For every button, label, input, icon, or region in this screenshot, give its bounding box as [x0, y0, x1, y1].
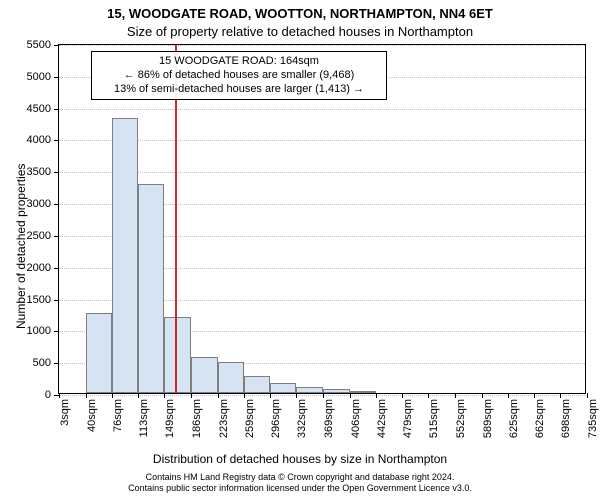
xtick-mark — [138, 393, 139, 398]
xtick-label: 625sqm — [508, 399, 520, 438]
ytick-label: 0 — [45, 389, 51, 401]
xtick-mark — [350, 393, 351, 398]
histogram-bar — [164, 317, 191, 393]
xtick-label: 332sqm — [296, 399, 308, 438]
xtick-label: 735sqm — [587, 399, 599, 438]
xtick-mark — [112, 393, 113, 398]
ytick-label: 5000 — [27, 71, 51, 83]
gridline-h — [59, 109, 585, 110]
chart-plot-area: 0500100015002000250030003500400045005000… — [58, 44, 586, 394]
xtick-mark — [59, 393, 60, 398]
xtick-mark — [164, 393, 165, 398]
xtick-mark — [244, 393, 245, 398]
xtick-label: 662sqm — [534, 399, 546, 438]
xtick-label: 698sqm — [560, 399, 572, 438]
xtick-label: 259sqm — [244, 399, 256, 438]
xtick-label: 186sqm — [191, 399, 203, 438]
ytick-mark — [54, 109, 59, 110]
ytick-label: 5500 — [27, 39, 51, 51]
xtick-mark — [376, 393, 377, 398]
xtick-label: 3sqm — [59, 399, 71, 426]
annotation-line: 15 WOODGATE ROAD: 164sqm — [98, 55, 380, 69]
ytick-mark — [54, 45, 59, 46]
xtick-mark — [482, 393, 483, 398]
histogram-bar — [218, 362, 244, 393]
xtick-label: 406sqm — [350, 399, 362, 438]
xtick-mark — [270, 393, 271, 398]
histogram-bar — [191, 357, 218, 393]
footer-attribution: Contains HM Land Registry data © Crown c… — [0, 472, 600, 494]
xtick-mark — [402, 393, 403, 398]
histogram-bar — [244, 376, 271, 393]
histogram-bar — [112, 118, 139, 393]
xtick-label: 149sqm — [164, 399, 176, 438]
xtick-mark — [534, 393, 535, 398]
histogram-bar — [296, 387, 323, 393]
xtick-label: 296sqm — [270, 399, 282, 438]
ytick-label: 2500 — [27, 230, 51, 242]
xtick-mark — [218, 393, 219, 398]
ytick-label: 1500 — [27, 294, 51, 306]
histogram-bar — [270, 383, 296, 393]
xtick-mark — [323, 393, 324, 398]
ytick-mark — [54, 331, 59, 332]
ytick-label: 1000 — [27, 325, 51, 337]
ytick-label: 4000 — [27, 134, 51, 146]
xtick-mark — [560, 393, 561, 398]
gridline-h — [59, 45, 585, 46]
ytick-mark — [54, 140, 59, 141]
annotation-line: ← 86% of detached houses are smaller (9,… — [98, 69, 380, 83]
xtick-label: 552sqm — [455, 399, 467, 438]
annotation-box: 15 WOODGATE ROAD: 164sqm← 86% of detache… — [91, 51, 387, 100]
histogram-bar — [350, 391, 376, 393]
footer-line2: Contains public sector information licen… — [0, 483, 600, 494]
ytick-label: 2000 — [27, 262, 51, 274]
ytick-label: 4500 — [27, 103, 51, 115]
ytick-mark — [54, 300, 59, 301]
xtick-mark — [191, 393, 192, 398]
page-title-line2: Size of property relative to detached ho… — [0, 24, 600, 39]
x-axis-label: Distribution of detached houses by size … — [0, 452, 600, 466]
xtick-mark — [508, 393, 509, 398]
xtick-mark — [455, 393, 456, 398]
ytick-mark — [54, 236, 59, 237]
xtick-label: 113sqm — [138, 399, 150, 437]
xtick-label: 40sqm — [86, 399, 98, 432]
ytick-mark — [54, 204, 59, 205]
ytick-label: 500 — [33, 357, 51, 369]
ytick-label: 3000 — [27, 198, 51, 210]
xtick-label: 442sqm — [376, 399, 388, 438]
ytick-mark — [54, 268, 59, 269]
xtick-label: 479sqm — [402, 399, 414, 438]
ytick-mark — [54, 363, 59, 364]
xtick-label: 76sqm — [112, 399, 124, 432]
ytick-mark — [54, 77, 59, 78]
xtick-label: 589sqm — [482, 399, 494, 438]
xtick-mark — [86, 393, 87, 398]
xtick-label: 515sqm — [428, 399, 440, 438]
xtick-mark — [587, 393, 588, 398]
ytick-label: 3500 — [27, 166, 51, 178]
ytick-mark — [54, 172, 59, 173]
annotation-line: 13% of semi-detached houses are larger (… — [98, 83, 380, 97]
xtick-mark — [296, 393, 297, 398]
xtick-label: 223sqm — [218, 399, 230, 438]
xtick-mark — [428, 393, 429, 398]
footer-line1: Contains HM Land Registry data © Crown c… — [0, 472, 600, 483]
histogram-bar — [138, 184, 164, 393]
xtick-label: 369sqm — [323, 399, 335, 438]
page-title-line1: 15, WOODGATE ROAD, WOOTTON, NORTHAMPTON,… — [0, 6, 600, 21]
histogram-bar — [86, 313, 112, 393]
histogram-bar — [323, 389, 350, 393]
